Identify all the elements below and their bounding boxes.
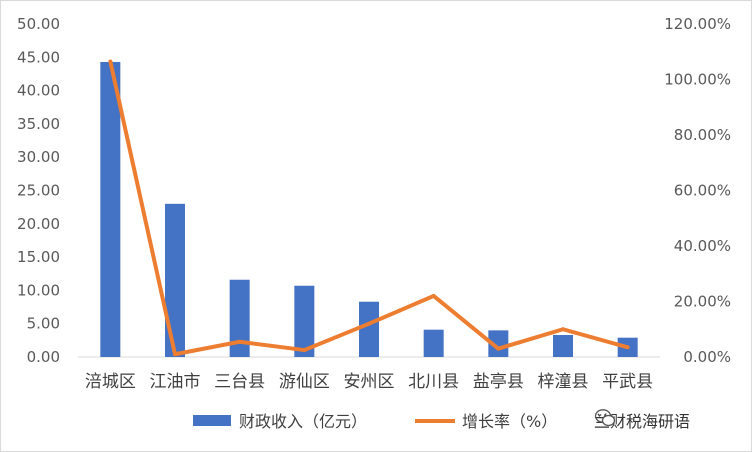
line-point	[561, 327, 565, 332]
right-tick-label: 100.00%	[664, 71, 731, 89]
line-point	[108, 59, 113, 64]
left-tick-label: 10.00	[17, 281, 60, 299]
legend-bar-swatch	[193, 415, 231, 426]
category-label: 安州区	[344, 372, 395, 392]
left-tick-label: 15.00	[17, 248, 60, 266]
bar	[100, 61, 121, 357]
legend: 财政收入（亿元） 增长率（%）	[193, 412, 557, 431]
category-label: 平武县	[602, 372, 653, 392]
right-tick-label: 20.00%	[674, 293, 731, 311]
left-tick-label: 35.00	[17, 115, 60, 133]
left-tick-label: 0.00	[27, 348, 60, 366]
left-tick-label: 25.00	[17, 182, 60, 200]
category-labels: 涪城区 江油市 三台县 游仙区 安州区 北川县 盐亭县 梓潼县 平武县	[85, 372, 653, 392]
line-point	[496, 346, 501, 351]
wechat-icon	[594, 409, 616, 427]
line-point	[431, 293, 436, 298]
bar	[165, 203, 185, 357]
line-point	[367, 321, 371, 326]
line-series	[108, 59, 630, 357]
line-point	[302, 348, 307, 353]
legend-bar-label: 财政收入（亿元）	[239, 412, 367, 431]
category-label: 梓潼县	[538, 372, 589, 392]
category-label: 游仙区	[279, 372, 330, 392]
line-point	[237, 339, 242, 344]
left-tick-label: 5.00	[27, 315, 60, 333]
right-tick-label: 60.00%	[674, 182, 731, 200]
bar	[488, 330, 509, 357]
left-tick-label: 20.00	[17, 215, 60, 233]
line-point	[625, 345, 630, 350]
category-label: 涪城区	[85, 372, 136, 392]
left-tick-label: 40.00	[17, 82, 60, 100]
bar-series	[100, 61, 638, 357]
watermark: 兰财税海研语	[594, 407, 690, 433]
legend-line-label: 增长率（%）	[462, 412, 557, 431]
right-tick-label: 80.00%	[674, 126, 731, 144]
category-label: 三台县	[214, 372, 265, 392]
bar	[359, 301, 379, 357]
right-axis: 0.00% 20.00% 40.00% 60.00% 80.00% 100.00% 120.…	[664, 15, 731, 366]
left-tick-label: 30.00	[17, 148, 60, 166]
bar	[553, 335, 573, 357]
watermark-text: 兰财税海研语	[594, 412, 691, 431]
right-tick-label: 120.00%	[664, 15, 731, 33]
bar	[423, 329, 444, 357]
category-label: 江油市	[150, 372, 201, 392]
category-label: 北川县	[408, 372, 459, 392]
bar	[294, 285, 315, 357]
right-tick-label: 0.00%	[683, 348, 731, 366]
left-tick-label: 45.00	[17, 48, 60, 66]
right-tick-label: 40.00%	[674, 237, 731, 255]
category-label: 盐亭县	[473, 372, 524, 392]
left-tick-label: 50.00	[17, 15, 60, 33]
line-point	[173, 352, 177, 357]
left-axis: 0.00 5.00 10.00 15.00 20.00 25.00 30.00 35.00 40…	[17, 15, 60, 366]
bar	[229, 279, 250, 357]
